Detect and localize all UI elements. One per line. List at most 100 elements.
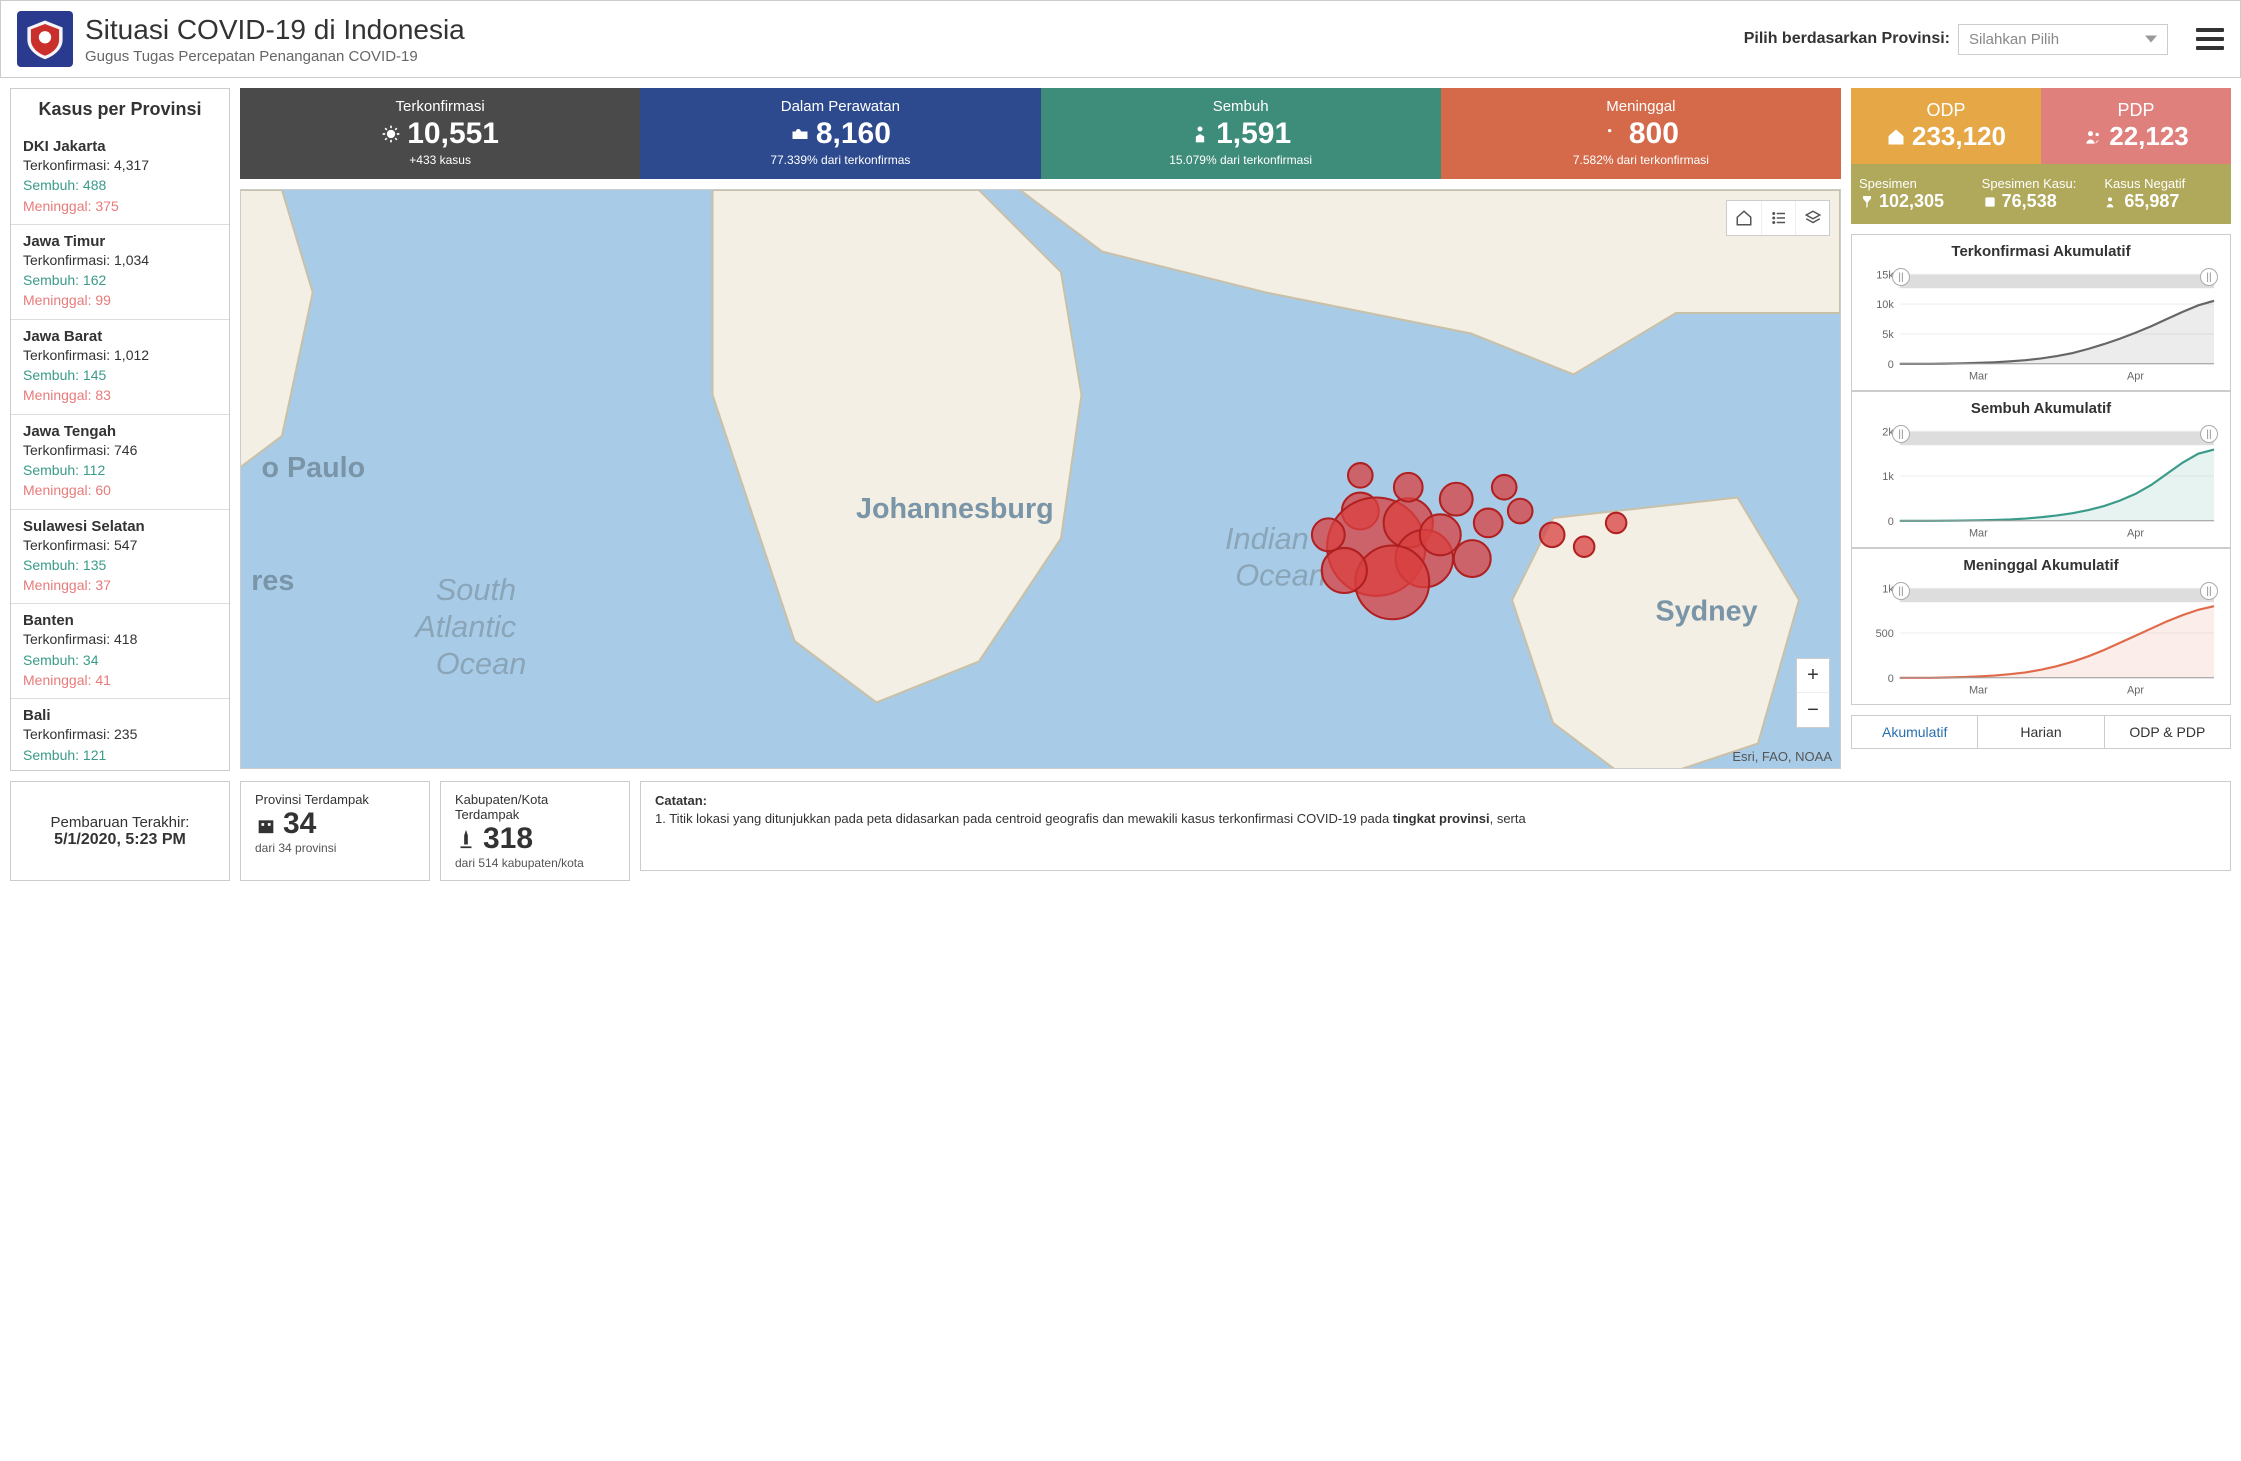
notes-card: Catatan: 1. Titik lokasi yang ditunjukka… xyxy=(640,781,2231,871)
province-list[interactable]: DKI Jakarta Terkonfirmasi: 4,317 Sembuh:… xyxy=(11,130,229,770)
province-recovered: Sembuh: 145 xyxy=(23,365,217,385)
province-item[interactable]: Bali Terkonfirmasi: 235 Sembuh: 121 xyxy=(11,698,229,770)
stat-sub: +433 kasus xyxy=(246,153,634,167)
stat-sub: 7.582% dari terkonfirmasi xyxy=(1447,153,1835,167)
odp-card: ODP 233,120 xyxy=(1851,88,2041,164)
slider-handle-right[interactable]: || xyxy=(2200,582,2218,600)
map-legend-icon[interactable] xyxy=(1761,201,1795,235)
provinces-affected-card: Provinsi Terdampak 34 dari 34 provinsi xyxy=(240,781,430,881)
province-item[interactable]: Jawa Barat Terkonfirmasi: 1,012 Sembuh: … xyxy=(11,319,229,414)
map-layers-icon[interactable] xyxy=(1795,201,1829,235)
svg-text:Indian: Indian xyxy=(1225,521,1309,556)
regencies-affected-card: Kabupaten/Kota Terdampak 318 dari 514 ka… xyxy=(440,781,630,881)
province-item[interactable]: Jawa Timur Terkonfirmasi: 1,034 Sembuh: … xyxy=(11,224,229,319)
spec-icon xyxy=(2104,194,2120,210)
province-item[interactable]: Banten Terkonfirmasi: 418 Sembuh: 34 Men… xyxy=(11,603,229,698)
svg-text:Apr: Apr xyxy=(2127,371,2144,383)
specimen-row: Spesimen102,305Spesimen Kasu:76,538Kasus… xyxy=(1851,164,2231,224)
province-item[interactable]: Jawa Tengah Terkonfirmasi: 746 Sembuh: 1… xyxy=(11,414,229,509)
province-select-label: Pilih berdasarkan Provinsi: xyxy=(1744,30,1950,48)
province-panel: Kasus per Provinsi DKI Jakarta Terkonfir… xyxy=(10,88,230,771)
slider-handle-left[interactable]: || xyxy=(1892,582,1910,600)
svg-text:1k: 1k xyxy=(1882,471,1894,483)
province-recovered: Sembuh: 162 xyxy=(23,270,217,290)
stats-row: Terkonfirmasi 10,551 +433 kasus Dalam Pe… xyxy=(240,88,1841,179)
map[interactable]: o PauloresSouthAtlanticOceanJohannesburg… xyxy=(240,189,1841,769)
svg-text:South: South xyxy=(436,572,516,607)
specimen-item: Kasus Negatif65,987 xyxy=(2104,176,2223,212)
chart-area[interactable]: || || 15k10k5k0MarApr xyxy=(1862,266,2220,386)
zoom-in-button[interactable]: + xyxy=(1797,659,1829,693)
province-deaths: Meninggal: 83 xyxy=(23,385,217,405)
svg-text:o Paulo: o Paulo xyxy=(262,452,366,484)
province-recovered: Sembuh: 135 xyxy=(23,555,217,575)
header: Situasi COVID-19 di Indonesia Gugus Tuga… xyxy=(0,0,2241,78)
slider-handle-right[interactable]: || xyxy=(2200,268,2218,286)
logo-badge xyxy=(17,11,73,67)
stat-treated: Dalam Perawatan 8,160 77.339% dari terko… xyxy=(640,88,1040,179)
svg-text:Mar: Mar xyxy=(1969,528,1988,540)
stat-label: Terkonfirmasi xyxy=(246,98,634,115)
province-name: Bali xyxy=(23,707,217,724)
chart-tabs: Akumulatif Harian ODP & PDP xyxy=(1851,715,2231,749)
update-label: Pembaruan Terakhir: xyxy=(25,814,215,831)
menu-icon[interactable] xyxy=(2196,23,2224,55)
province-confirmed: Terkonfirmasi: 746 xyxy=(23,440,217,460)
chart-area[interactable]: || || 2k1k0MarApr xyxy=(1862,423,2220,543)
stat-label: Sembuh xyxy=(1047,98,1435,115)
slider-handle-right[interactable]: || xyxy=(2200,425,2218,443)
svg-text:0: 0 xyxy=(1888,359,1894,371)
zoom-out-button[interactable]: − xyxy=(1797,693,1829,727)
svg-text:Ocean: Ocean xyxy=(436,646,527,681)
spec-icon xyxy=(1982,194,1998,210)
province-name: Jawa Tengah xyxy=(23,423,217,440)
monument-icon xyxy=(455,828,477,850)
page-subtitle: Gugus Tugas Percepatan Penanganan COVID-… xyxy=(85,48,1732,65)
province-dropdown[interactable]: Silahkan Pilih xyxy=(1958,24,2168,55)
pdp-card: PDP 22,123 xyxy=(2041,88,2231,164)
province-confirmed: Terkonfirmasi: 418 xyxy=(23,629,217,649)
svg-text:Apr: Apr xyxy=(2127,528,2144,540)
svg-text:500: 500 xyxy=(1876,628,1894,640)
stat-confirmed: Terkonfirmasi 10,551 +433 kasus xyxy=(240,88,640,179)
spec-icon xyxy=(1859,194,1875,210)
note-body: 1. Titik lokasi yang ditunjukkan pada pe… xyxy=(655,811,1526,826)
map-toolbar xyxy=(1726,200,1830,236)
slider-handle-left[interactable]: || xyxy=(1892,268,1910,286)
stat-recovered: Sembuh 1,591 15.079% dari terkonfirmasi xyxy=(1041,88,1441,179)
map-attribution: Esri, FAO, NOAA xyxy=(1732,749,1832,764)
province-recovered: Sembuh: 488 xyxy=(23,175,217,195)
province-deaths: Meninggal: 99 xyxy=(23,290,217,310)
person-icon xyxy=(1190,124,1210,144)
province-item[interactable]: Sulawesi Selatan Terkonfirmasi: 547 Semb… xyxy=(11,509,229,604)
people-icon xyxy=(2083,127,2103,147)
chart-panel: Terkonfirmasi Akumulatif || || 15k10k5k0… xyxy=(1851,234,2231,391)
province-confirmed: Terkonfirmasi: 4,317 xyxy=(23,155,217,175)
province-name: Jawa Timur xyxy=(23,233,217,250)
svg-text:res: res xyxy=(251,565,294,597)
tab-akumulatif[interactable]: Akumulatif xyxy=(1852,716,1977,748)
chart-area[interactable]: || || 1k5000MarApr xyxy=(1862,580,2220,700)
province-panel-title: Kasus per Provinsi xyxy=(11,89,229,130)
stat-label: Meninggal xyxy=(1447,98,1835,115)
specimen-item: Spesimen Kasu:76,538 xyxy=(1982,176,2101,212)
virus-icon xyxy=(381,124,401,144)
tab-harian[interactable]: Harian xyxy=(1977,716,2103,748)
province-item[interactable]: DKI Jakarta Terkonfirmasi: 4,317 Sembuh:… xyxy=(11,130,229,224)
svg-text:Mar: Mar xyxy=(1969,685,1988,697)
tab-odp-pdp[interactable]: ODP & PDP xyxy=(2104,716,2230,748)
slider-handle-left[interactable]: || xyxy=(1892,425,1910,443)
page-title: Situasi COVID-19 di Indonesia xyxy=(85,14,1732,46)
svg-text:Atlantic: Atlantic xyxy=(413,609,516,644)
chart-panel: Meninggal Akumulatif || || 1k5000MarApr xyxy=(1851,548,2231,705)
svg-text:0: 0 xyxy=(1888,673,1894,685)
svg-text:Ocean: Ocean xyxy=(1235,558,1326,593)
chart-title: Meninggal Akumulatif xyxy=(1862,557,2220,574)
stat-deaths: Meninggal 800 7.582% dari terkonfirmasi xyxy=(1441,88,1841,179)
province-confirmed: Terkonfirmasi: 235 xyxy=(23,724,217,744)
svg-text:Mar: Mar xyxy=(1969,371,1988,383)
note-title: Catatan: xyxy=(655,793,707,808)
province-name: Banten xyxy=(23,612,217,629)
province-deaths: Meninggal: 375 xyxy=(23,196,217,216)
map-home-icon[interactable] xyxy=(1727,201,1761,235)
